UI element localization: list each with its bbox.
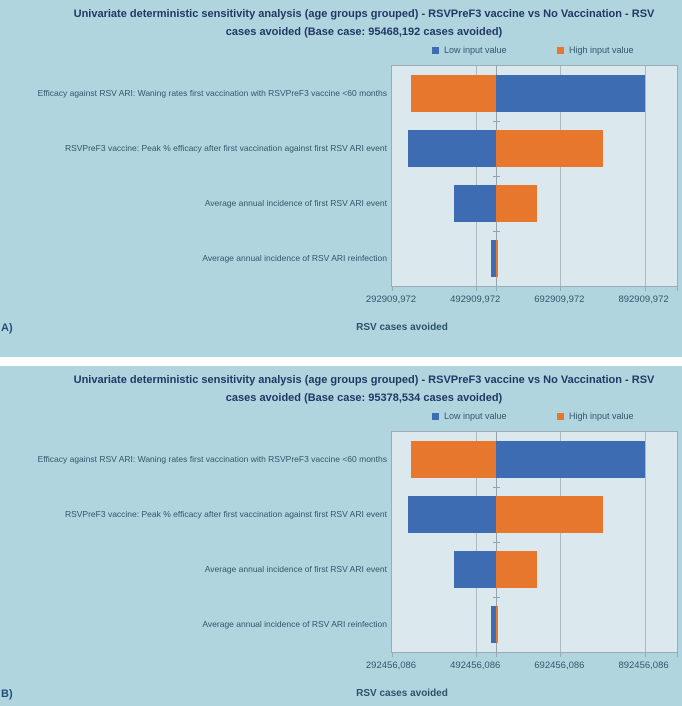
- legend-label-low: Low input value: [444, 411, 507, 421]
- gridline: [560, 66, 562, 286]
- bar-low-input: [491, 606, 496, 643]
- category-axis-tick: [492, 231, 500, 232]
- x-tick-label: 292909,972: [365, 294, 417, 305]
- x-tick-label: 892456,086: [618, 660, 669, 671]
- bar-high-input: [495, 185, 538, 222]
- x-tick-label: 292456,086: [365, 660, 417, 671]
- category-axis-tick: [492, 121, 500, 122]
- x-tick-label: 892909,972: [618, 294, 669, 305]
- category-axis-tick: [492, 487, 500, 488]
- legend-label-high: High input value: [569, 45, 634, 55]
- x-axis-tick: [476, 653, 478, 657]
- category-axis-tick: [492, 542, 500, 543]
- x-axis-tick: [392, 653, 393, 657]
- chart-title: Univariate deterministic sensitivity ana…: [48, 371, 680, 407]
- plot-area: [391, 65, 678, 291]
- chart-title-line2: cases avoided (Base case: 95468,192 case…: [225, 26, 503, 38]
- x-tick-label: 492456,086: [450, 660, 501, 671]
- bar-low-input: [495, 441, 645, 478]
- bar-low-input: [454, 551, 496, 588]
- panel-label-b: B): [1, 688, 13, 700]
- legend-item-high: High input value: [557, 410, 634, 422]
- panel-label-a: A): [1, 322, 13, 334]
- x-axis-tick: [392, 287, 393, 291]
- low-input-swatch-icon: [432, 412, 439, 420]
- chart-title: Univariate deterministic sensitivity ana…: [48, 5, 680, 41]
- low-input-swatch-icon: [432, 46, 439, 54]
- bar-high-input: [495, 496, 604, 533]
- high-input-swatch-icon: [557, 412, 564, 420]
- x-axis-tick: [560, 653, 562, 657]
- legend-label-high: High input value: [569, 411, 634, 421]
- bar-low-input: [491, 240, 496, 277]
- bar-high-input: [410, 75, 496, 112]
- category-label: Average annual incidence of first RSV AR…: [204, 563, 387, 574]
- category-axis-tick: [492, 597, 500, 598]
- gridline: [476, 66, 478, 286]
- bar-low-input: [407, 496, 496, 533]
- gridline: [560, 432, 562, 652]
- x-axis-tick: [644, 287, 646, 291]
- category-label: Efficacy against RSV ARI: Waning rates f…: [37, 87, 387, 98]
- bar-high-input: [495, 606, 498, 643]
- x-tick-label: 492909,972: [450, 294, 501, 305]
- chart-title-line1: Univariate deterministic sensitivity ana…: [73, 374, 655, 386]
- panel-b: Univariate deterministic sensitivity ana…: [0, 366, 682, 706]
- bar-high-input: [495, 240, 498, 277]
- x-axis-tick: [677, 287, 678, 291]
- gridline: [644, 66, 646, 286]
- category-label: Efficacy against RSV ARI: Waning rates f…: [37, 453, 387, 464]
- gridline: [644, 432, 646, 652]
- category-label: Average annual incidence of RSV ARI rein…: [202, 618, 387, 629]
- x-axis-tick: [560, 287, 562, 291]
- panel-a: Univariate deterministic sensitivity ana…: [0, 0, 682, 357]
- plot-area: [391, 431, 678, 657]
- category-label: Average annual incidence of first RSV AR…: [204, 197, 387, 208]
- x-axis-tick: [677, 653, 678, 657]
- x-axis-tick: [644, 653, 646, 657]
- high-input-swatch-icon: [557, 46, 564, 54]
- category-labels: Efficacy against RSV ARI: Waning rates f…: [0, 65, 387, 285]
- legend-item-low: Low input value: [432, 44, 507, 56]
- legend-label-low: Low input value: [444, 45, 507, 55]
- category-label: Average annual incidence of RSV ARI rein…: [202, 252, 387, 263]
- gridline: [476, 432, 478, 652]
- x-axis-tick: [476, 287, 478, 291]
- x-axis-title: RSV cases avoided: [356, 688, 448, 699]
- bar-high-input: [410, 441, 496, 478]
- legend-item-low: Low input value: [432, 410, 507, 422]
- x-axis-tick: [495, 653, 497, 657]
- bar-high-input: [495, 130, 604, 167]
- bar-high-input: [495, 551, 538, 588]
- x-axis-tick-labels: 292456,086 492456,086 692456,086 892456,086: [366, 660, 676, 672]
- legend-item-high: High input value: [557, 44, 634, 56]
- chart-title-line1: Univariate deterministic sensitivity ana…: [73, 8, 655, 20]
- x-tick-label: 692909,972: [534, 294, 585, 305]
- bar-low-input: [407, 130, 496, 167]
- x-axis-title: RSV cases avoided: [356, 322, 448, 333]
- x-axis-tick-labels: 292909,972 492909,972 692909,972 892909,972: [366, 294, 676, 306]
- x-tick-label: 692456,086: [534, 660, 585, 671]
- bar-low-input: [454, 185, 496, 222]
- chart-title-line2: cases avoided (Base case: 95378,534 case…: [225, 392, 503, 404]
- x-axis-tick: [495, 287, 497, 291]
- category-label: RSVPreF3 vaccine: Peak % efficacy after …: [64, 508, 387, 519]
- category-label: RSVPreF3 vaccine: Peak % efficacy after …: [64, 142, 387, 153]
- category-axis-tick: [492, 176, 500, 177]
- bar-low-input: [495, 75, 645, 112]
- category-labels: Efficacy against RSV ARI: Waning rates f…: [0, 431, 387, 651]
